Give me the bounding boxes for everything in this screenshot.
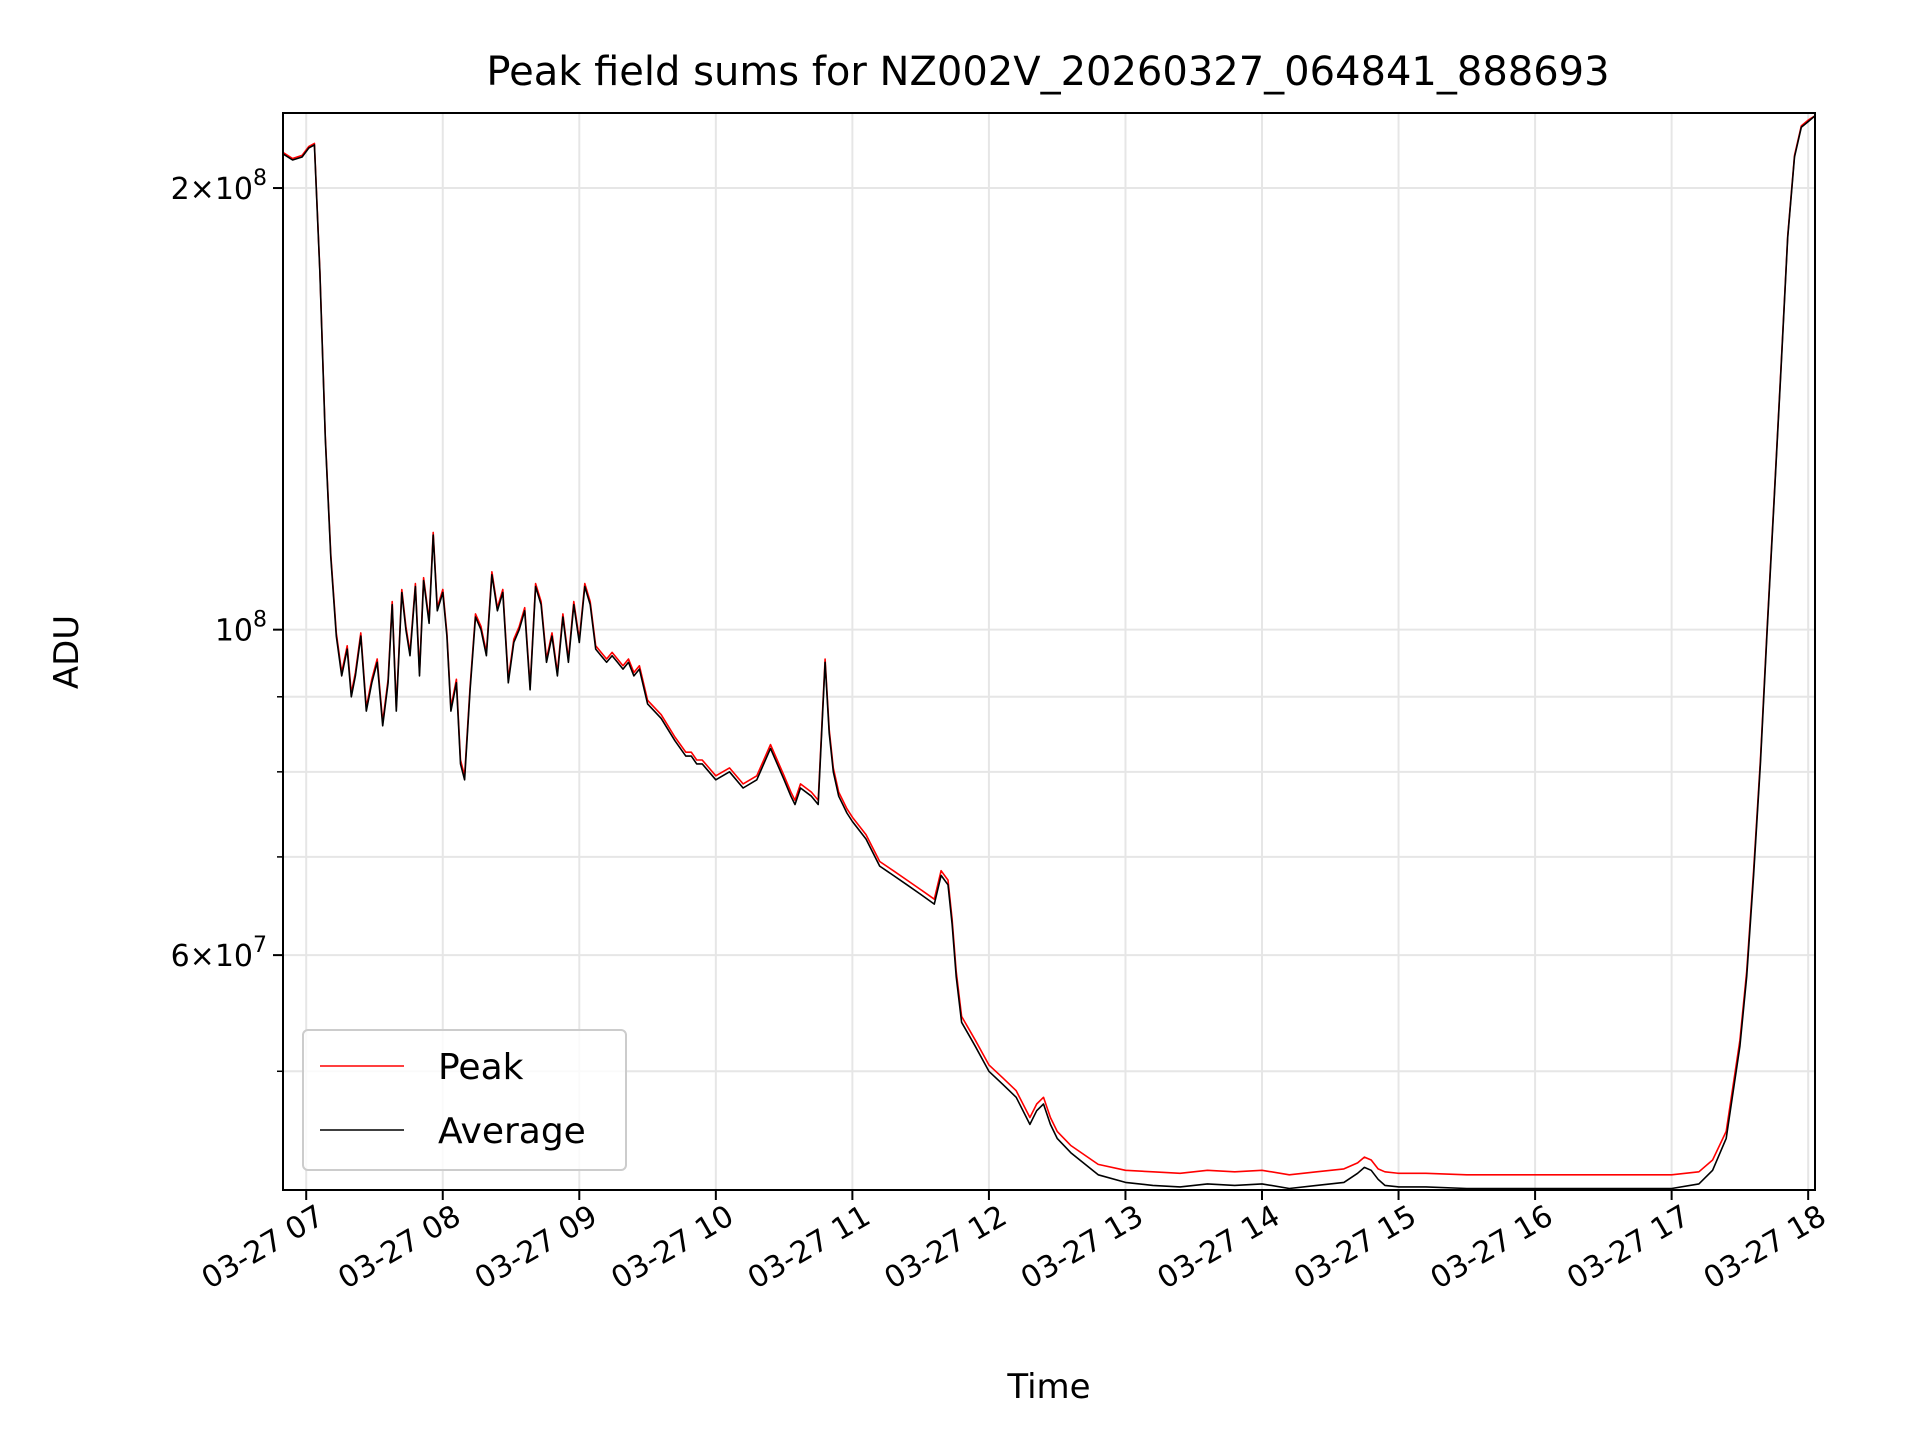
legend-label-peak: Peak [438,1047,524,1088]
y-tick-label-exponent: 7 [253,933,267,958]
y-tick-label-base: 2×10 [171,172,253,207]
y-tick-label-base: 10 [215,614,253,649]
y-tick-label-exponent: 8 [253,608,267,633]
y-tick-label: 6×107 [171,933,267,974]
y-tick-label-base: 6×10 [171,939,253,974]
grid-layer [283,113,1815,1190]
series-line-average [283,115,1815,1190]
legend-box [302,1029,627,1171]
y-tick-label: 108 [215,608,267,649]
chart-title: Peak field sums for NZ002V_20260327_0648… [486,49,1609,95]
x-axis-label: Time [1006,1367,1090,1407]
y-axis-label: ADU [47,615,87,689]
legend-label-average: Average [438,1111,586,1152]
series-layer [283,115,1815,1190]
y-tick-label: 2×108 [171,166,267,207]
plot-frame [282,112,1816,1191]
y-tick-label-exponent: 8 [253,166,267,191]
legend: Peak Average [302,1029,627,1171]
